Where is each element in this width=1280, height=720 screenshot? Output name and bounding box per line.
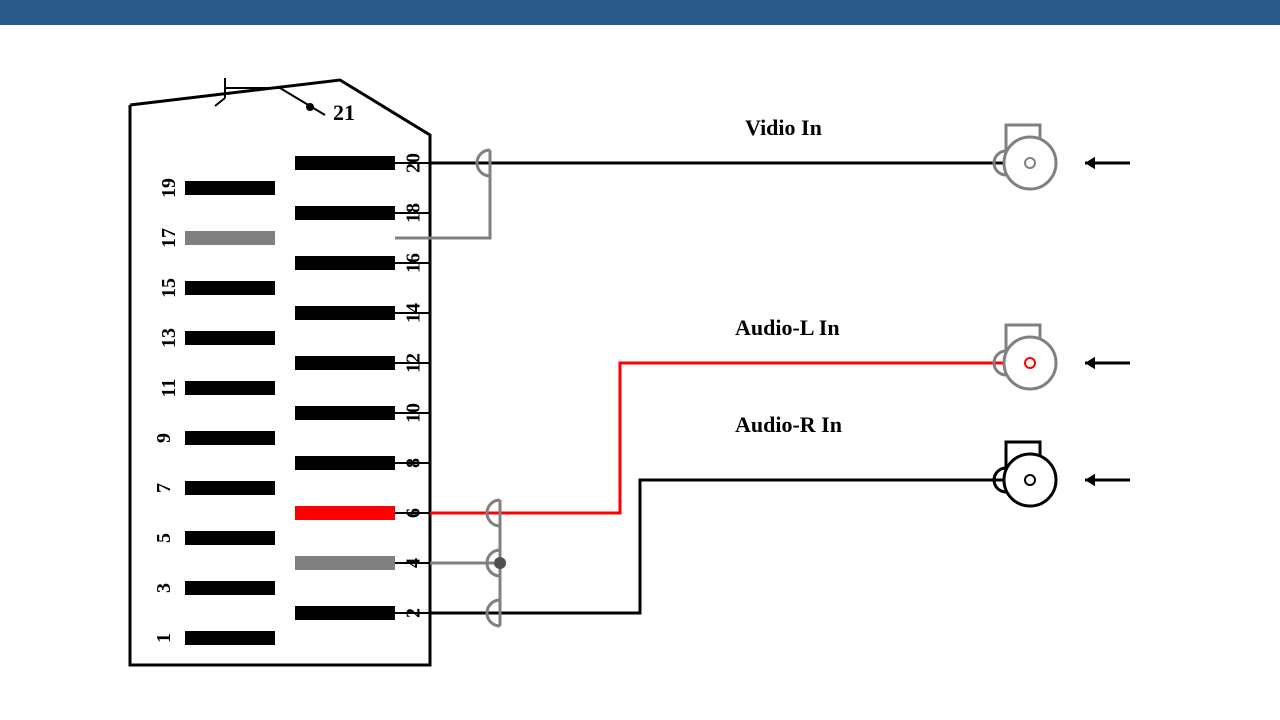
svg-text:15: 15 bbox=[158, 278, 180, 298]
audio-l-jack-label: Audio-L In bbox=[735, 315, 840, 340]
audio-r-jack-label: Audio-R In bbox=[735, 412, 842, 437]
svg-text:11: 11 bbox=[158, 379, 180, 398]
svg-text:17: 17 bbox=[158, 228, 180, 248]
svg-text:2: 2 bbox=[403, 608, 425, 618]
svg-text:9: 9 bbox=[153, 433, 175, 443]
svg-text:7: 7 bbox=[153, 483, 175, 493]
svg-text:18: 18 bbox=[403, 203, 425, 223]
svg-text:4: 4 bbox=[403, 558, 425, 568]
audio-r-wire bbox=[430, 480, 1005, 613]
svg-text:12: 12 bbox=[403, 353, 425, 373]
svg-text:20: 20 bbox=[403, 153, 425, 173]
svg-text:19: 19 bbox=[158, 178, 180, 198]
video-jack-label: Vidio In bbox=[745, 115, 822, 140]
svg-text:5: 5 bbox=[153, 533, 175, 543]
svg-text:6: 6 bbox=[403, 508, 425, 518]
svg-text:3: 3 bbox=[153, 583, 175, 593]
svg-text:16: 16 bbox=[403, 253, 425, 273]
svg-text:10: 10 bbox=[403, 403, 425, 423]
wiring-diagram: 211357911131517192468101214161820Vidio I… bbox=[0, 0, 1280, 720]
svg-text:1: 1 bbox=[153, 633, 175, 643]
svg-text:14: 14 bbox=[403, 303, 425, 323]
audio-l-wire bbox=[430, 363, 1005, 513]
svg-text:8: 8 bbox=[403, 458, 425, 468]
svg-text:13: 13 bbox=[158, 328, 180, 348]
svg-text:21: 21 bbox=[333, 100, 355, 125]
